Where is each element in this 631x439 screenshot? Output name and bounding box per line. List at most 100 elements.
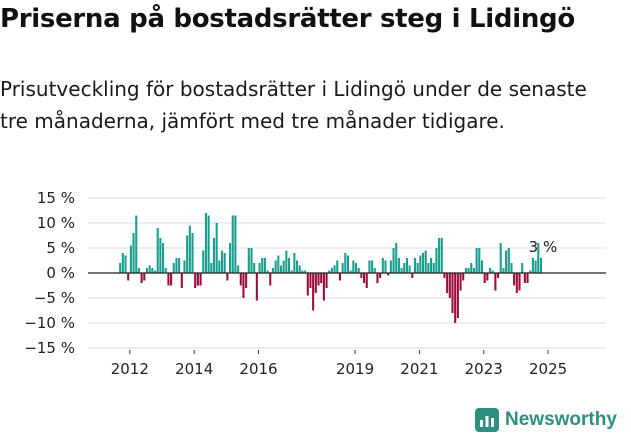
bar	[376, 273, 379, 283]
bar	[371, 260, 374, 273]
bar	[194, 273, 197, 288]
bar	[413, 258, 417, 273]
bar	[344, 253, 347, 273]
bar	[269, 273, 272, 286]
bar	[167, 273, 170, 286]
bar	[306, 273, 309, 296]
bar	[242, 273, 245, 298]
bar	[499, 243, 502, 273]
bar	[287, 258, 291, 273]
bar	[357, 268, 360, 273]
bar	[271, 268, 274, 273]
bar	[515, 273, 518, 293]
bar	[486, 273, 489, 281]
bar	[368, 260, 371, 273]
bar	[229, 243, 232, 273]
bar	[328, 270, 331, 273]
bar	[472, 268, 475, 273]
brand-name: Newsworthy	[505, 409, 617, 430]
bar	[170, 273, 173, 286]
bar	[261, 258, 264, 273]
y-tick-label: −10 %	[24, 314, 75, 332]
y-tick-label: 5 %	[46, 239, 75, 257]
bar	[266, 270, 269, 273]
bar	[438, 238, 441, 273]
bar	[480, 260, 484, 273]
bar-series	[119, 213, 542, 323]
x-tick-label: 2025	[529, 360, 567, 378]
bar	[121, 253, 124, 273]
y-tick-label: −5 %	[34, 289, 75, 307]
bar	[320, 273, 323, 283]
x-tick-label: 2019	[336, 360, 374, 378]
y-axis-ticks: 15 % 10 % 5 % 0 % −5 % −10 % −15 %	[24, 189, 75, 357]
bar	[416, 263, 419, 273]
bar	[381, 258, 384, 273]
bar	[421, 253, 425, 273]
bar	[247, 248, 250, 273]
newsworthy-logo[interactable]: Newsworthy	[475, 408, 617, 432]
bar	[411, 273, 414, 278]
bar	[164, 268, 167, 273]
bar	[317, 273, 320, 286]
bar	[531, 258, 534, 273]
bar	[507, 248, 510, 273]
bar	[363, 273, 366, 283]
y-tick-label: 15 %	[37, 189, 75, 207]
bar	[204, 213, 207, 273]
bar	[239, 273, 242, 286]
bar	[424, 250, 427, 273]
bar	[352, 260, 355, 273]
bar	[250, 248, 253, 273]
bar	[156, 228, 159, 273]
bar	[218, 260, 221, 273]
y-tick-label: −15 %	[24, 339, 75, 357]
y-tick-label: 10 %	[37, 214, 75, 232]
bar	[143, 273, 146, 281]
bar	[159, 238, 162, 273]
bar	[529, 270, 532, 273]
bar	[456, 273, 459, 318]
bar	[178, 258, 181, 273]
bar	[513, 273, 516, 286]
bar	[199, 273, 202, 286]
latest-value-annotation: 3 %	[529, 238, 558, 256]
bar	[384, 260, 387, 273]
x-tick-label: 2023	[465, 360, 503, 378]
bar	[336, 260, 339, 273]
bar	[119, 263, 122, 273]
bar	[419, 255, 422, 273]
bar	[162, 243, 165, 273]
bar	[183, 260, 186, 273]
bar	[462, 273, 465, 281]
bar	[427, 263, 430, 273]
bar	[322, 273, 325, 301]
bar	[521, 263, 524, 273]
bar	[478, 248, 481, 273]
bar	[338, 273, 341, 281]
bar	[451, 273, 454, 313]
bar	[346, 255, 350, 273]
bar	[277, 255, 280, 273]
bar	[137, 268, 140, 273]
bar	[151, 268, 154, 273]
bar	[464, 268, 467, 273]
bar	[175, 258, 178, 273]
bar	[202, 250, 205, 273]
bar	[231, 215, 234, 273]
bar	[505, 250, 508, 273]
x-tick-label: 2012	[111, 360, 149, 378]
chart-title: Priserna på bostadsrätter steg i Lidingö	[0, 4, 575, 34]
bar	[510, 263, 513, 273]
bar	[341, 263, 344, 273]
bar	[408, 265, 411, 273]
bar	[188, 225, 191, 273]
bar	[523, 273, 526, 283]
bar	[314, 273, 317, 293]
bar	[309, 273, 312, 288]
bar	[483, 273, 486, 283]
bar	[207, 215, 210, 273]
bar	[245, 273, 248, 288]
bar	[285, 250, 288, 273]
bar	[330, 268, 333, 273]
